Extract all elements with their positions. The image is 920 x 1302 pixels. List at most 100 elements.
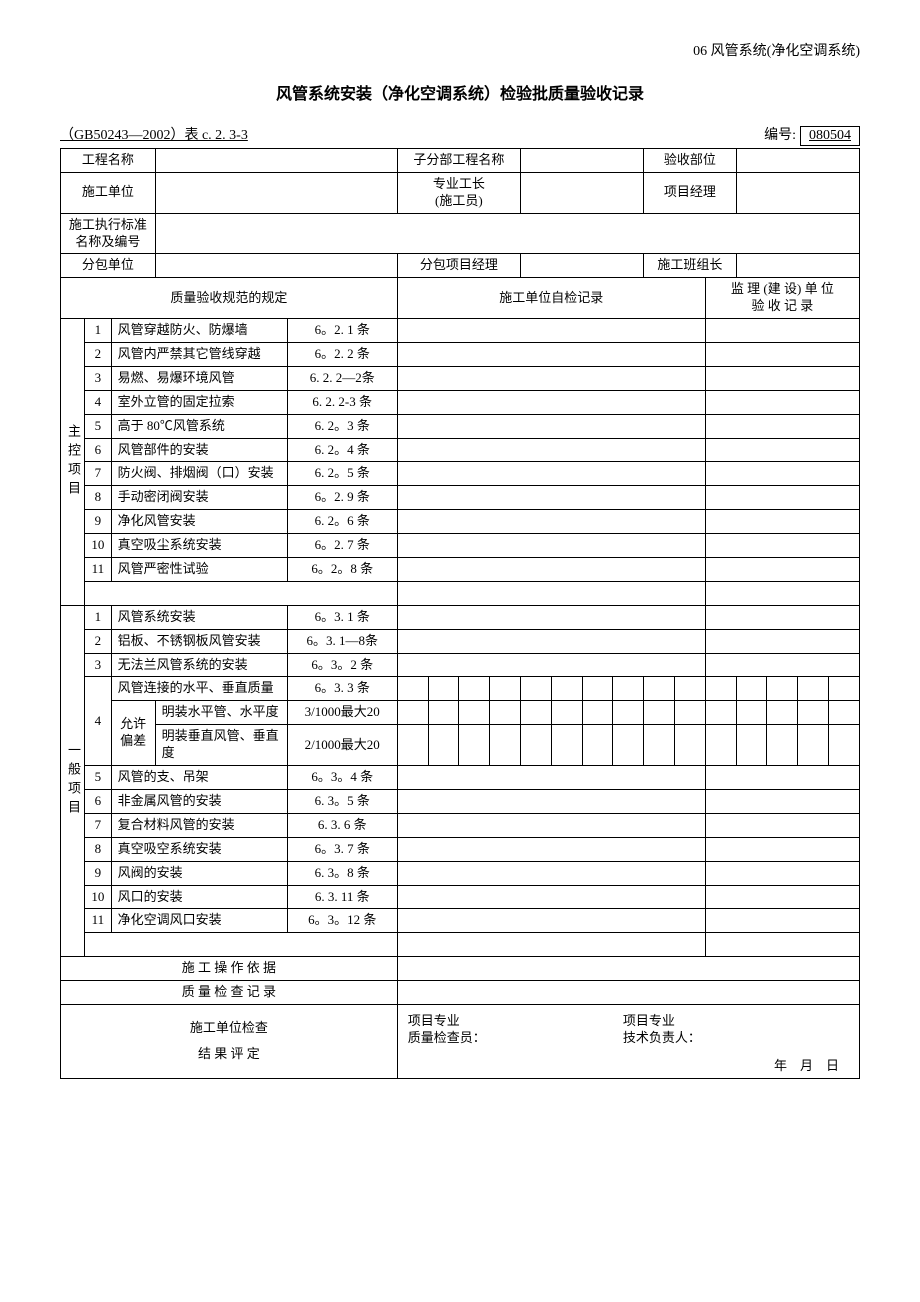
cell	[705, 605, 859, 629]
value-project-name	[155, 149, 397, 173]
gen-ref: 6。3. 1—8条	[287, 629, 397, 653]
footer-basis-label: 施 工 操 作 依 据	[61, 957, 398, 981]
gen-row-4b: 允许偏差 明装水平管、水平度 3/1000最大20	[61, 701, 860, 725]
value-sub-section	[520, 149, 643, 173]
code-label: 编号:	[764, 124, 796, 144]
cell	[705, 510, 859, 534]
gen-num: 1	[85, 605, 111, 629]
gen-desc: 净化空调风口安装	[111, 909, 287, 933]
gen-desc: 铝板、不锈钢板风管安装	[111, 629, 287, 653]
cell	[397, 366, 705, 390]
cell	[520, 725, 551, 766]
gen-sub-desc: 明装水平管、水平度	[155, 701, 287, 725]
value-sub-pm	[520, 254, 643, 278]
cell	[428, 701, 459, 725]
cell	[705, 581, 859, 605]
mc-desc: 净化风管安装	[111, 510, 287, 534]
gen-desc: 风管的支、吊架	[111, 766, 287, 790]
mc-num: 7	[85, 462, 111, 486]
gen-num: 2	[85, 629, 111, 653]
mc-ref: 6。2. 1 条	[287, 319, 397, 343]
cell	[551, 725, 582, 766]
cell	[85, 581, 398, 605]
cell	[551, 701, 582, 725]
cell	[705, 725, 736, 766]
gen-ref: 6。3。12 条	[287, 909, 397, 933]
mc-ref: 6. 2。5 条	[287, 462, 397, 486]
cell	[613, 701, 644, 725]
gen-num: 3	[85, 653, 111, 677]
cell	[705, 766, 859, 790]
mc-desc: 室外立管的固定拉索	[111, 390, 287, 414]
cell	[705, 414, 859, 438]
mc-desc: 高于 80℃风管系统	[111, 414, 287, 438]
gen-ref: 6. 3。8 条	[287, 861, 397, 885]
cell	[705, 462, 859, 486]
gen-desc: 风口的安装	[111, 885, 287, 909]
gen-ref: 6。3. 3 条	[287, 677, 397, 701]
cell	[644, 701, 675, 725]
cell	[705, 861, 859, 885]
mc-ref: 6。2。8 条	[287, 558, 397, 582]
mc-ref: 6。2. 2 条	[287, 343, 397, 367]
cell	[705, 677, 736, 701]
cell	[397, 933, 705, 957]
cell	[613, 677, 644, 701]
label-pm: 项目经理	[644, 172, 736, 213]
standard-ref: （GB50243—2002）表 c. 2. 3-3	[60, 124, 248, 144]
mc-desc: 手动密闭阀安装	[111, 486, 287, 510]
gen-num: 6	[85, 789, 111, 813]
main-control-label: 主控项目	[61, 319, 85, 606]
cell	[705, 653, 859, 677]
cell	[767, 725, 798, 766]
gen-ref: 6. 3. 6 条	[287, 813, 397, 837]
header-self-check: 施工单位自检记录	[397, 278, 705, 319]
value-pm	[736, 172, 859, 213]
cell	[428, 725, 459, 766]
cell	[767, 677, 798, 701]
gen-ref: 6. 3. 11 条	[287, 885, 397, 909]
cell	[459, 701, 490, 725]
gen-desc: 非金属风管的安装	[111, 789, 287, 813]
cell	[397, 653, 705, 677]
mc-num: 9	[85, 510, 111, 534]
footer-quality-row: 质 量 检 查 记 录	[61, 981, 860, 1005]
cell	[397, 837, 705, 861]
mc-desc: 风管穿越防火、防爆墙	[111, 319, 287, 343]
cell	[490, 725, 521, 766]
cell	[798, 725, 829, 766]
cell	[828, 701, 859, 725]
cell	[705, 486, 859, 510]
label-exec-standard: 施工执行标准 名称及编号	[61, 213, 156, 254]
doc-title: 风管系统安装（净化空调系统）检验批质量验收记录	[60, 80, 860, 104]
label-foreman: 专业工长 (施工员)	[397, 172, 520, 213]
gen-num: 11	[85, 909, 111, 933]
cell	[397, 701, 428, 725]
cell	[397, 438, 705, 462]
info-row-2: 施工单位 专业工长 (施工员) 项目经理	[61, 172, 860, 213]
cell	[397, 390, 705, 414]
info-row-3: 施工执行标准 名称及编号	[61, 213, 860, 254]
cell	[397, 813, 705, 837]
label-accept-part: 验收部位	[644, 149, 736, 173]
cell	[490, 677, 521, 701]
label-sub-pm: 分包项目经理	[397, 254, 520, 278]
mc-num: 1	[85, 319, 111, 343]
mc-num: 3	[85, 366, 111, 390]
cell	[705, 837, 859, 861]
gen-desc: 风管连接的水平、垂直质量	[111, 677, 287, 701]
value-subcontractor	[155, 254, 397, 278]
gen-desc: 复合材料风管的安装	[111, 813, 287, 837]
mc-ref: 6. 2. 2—2条	[287, 366, 397, 390]
cell	[705, 629, 859, 653]
cell	[397, 414, 705, 438]
cell	[397, 486, 705, 510]
label-subcontractor: 分包单位	[61, 254, 156, 278]
cell	[828, 677, 859, 701]
mc-ref: 6. 2。3 条	[287, 414, 397, 438]
cell	[85, 933, 398, 957]
label-construction-unit: 施工单位	[61, 172, 156, 213]
header-supervision: 监 理 (建 设) 单 位 验 收 记 录	[705, 278, 859, 319]
gen-row-4c: 明装垂直风管、垂直度 2/1000最大20	[61, 725, 860, 766]
gen-row-1: 一般项目 1 风管系统安装 6。3. 1 条	[61, 605, 860, 629]
